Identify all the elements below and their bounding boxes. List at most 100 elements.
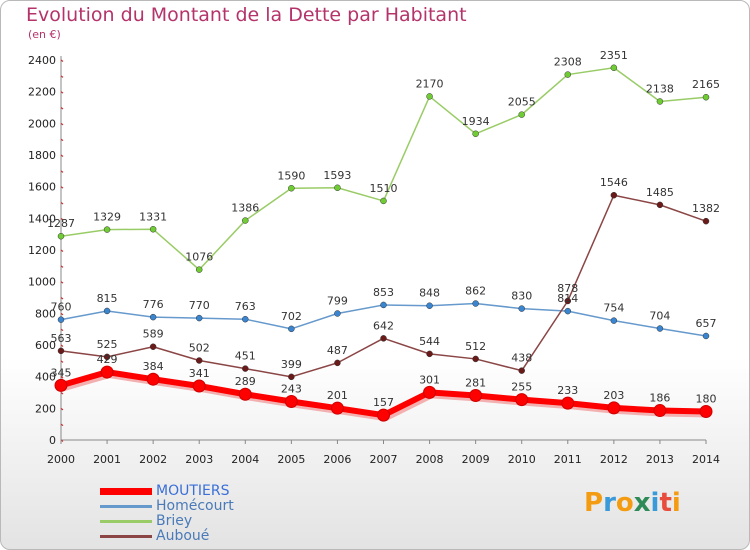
point-briey <box>149 226 157 233</box>
point-briey <box>195 266 203 273</box>
y-minor-tick <box>60 376 64 379</box>
data-label-aubou-: 642 <box>373 319 394 332</box>
x-tick-label: 2011 <box>554 453 582 466</box>
legend-swatch <box>100 535 152 538</box>
data-label-moutiers: 281 <box>465 377 486 390</box>
logo-letter: x <box>633 488 651 518</box>
point-hom-court <box>57 316 65 323</box>
data-label-briey: 1331 <box>139 210 167 223</box>
x-tick-label: 2006 <box>323 453 351 466</box>
point-moutiers <box>515 393 529 407</box>
point-moutiers <box>653 404 667 418</box>
point-moutiers <box>699 405 713 418</box>
x-tick-label: 2001 <box>93 453 121 466</box>
y-minor-tick <box>60 186 64 189</box>
point-briey <box>564 71 572 78</box>
x-tick-label: 2010 <box>508 453 536 466</box>
data-label-hom-court: 702 <box>281 310 302 323</box>
logo-letter: t <box>659 488 672 518</box>
point-hom-court <box>518 305 525 312</box>
legend-item: MOUTIERS <box>100 483 340 499</box>
data-label-aubou-: 1382 <box>692 202 720 215</box>
data-label-hom-court: 814 <box>557 292 578 305</box>
data-label-hom-court: 862 <box>465 285 486 298</box>
point-moutiers <box>469 389 483 403</box>
y-tick-label: 1200 <box>28 244 56 257</box>
y-tick-label: 2000 <box>28 117 56 130</box>
point-moutiers <box>561 396 575 410</box>
point-hom-court <box>610 317 618 324</box>
y-tick-label: 600 <box>35 339 56 352</box>
point-aubou- <box>472 355 479 363</box>
data-label-hom-court: 815 <box>97 292 118 305</box>
y-minor-tick <box>60 281 64 284</box>
point-moutiers <box>330 401 344 415</box>
data-label-aubou-: 487 <box>327 344 348 357</box>
y-minor-tick <box>60 328 64 332</box>
point-aubou- <box>195 357 203 364</box>
data-label-moutiers: 243 <box>281 383 302 396</box>
legend: MOUTIERS Homécourt Briey Auboué <box>100 483 340 544</box>
point-briey <box>380 197 387 205</box>
point-aubou- <box>149 343 157 350</box>
data-label-hom-court: 704 <box>649 310 670 323</box>
y-minor-tick <box>60 312 64 316</box>
legend-swatch <box>100 505 152 508</box>
point-aubou- <box>564 297 572 305</box>
y-minor-tick <box>60 154 64 157</box>
data-label-briey: 2170 <box>416 77 444 90</box>
axes: 0 200 400 600 800 1000 1200 1400 1600 1800 2000 220… <box>28 54 720 466</box>
point-briey <box>426 93 433 100</box>
y-tick-label: 400 <box>35 371 56 384</box>
data-label-hom-court: 770 <box>189 299 210 312</box>
point-hom-court <box>426 302 433 309</box>
point-briey <box>610 64 618 72</box>
point-moutiers <box>146 372 160 386</box>
y-minor-tick <box>60 360 64 363</box>
legend-swatch <box>100 488 152 495</box>
y-tick-label: 200 <box>35 402 56 415</box>
logo-letter: r <box>603 488 616 518</box>
y-minor-tick <box>60 91 64 94</box>
point-hom-court <box>472 300 479 307</box>
point-aubou- <box>702 217 710 225</box>
y-minor-tick <box>60 423 64 427</box>
data-label-hom-court: 657 <box>696 317 717 330</box>
legend-label: Briey <box>156 513 193 529</box>
y-tick-label: 0 <box>49 434 56 447</box>
y-tick-label: 1800 <box>28 149 56 162</box>
legend-item: Homécourt <box>100 498 340 514</box>
x-tick-label: 2008 <box>416 453 444 466</box>
y-minor-tick <box>60 75 64 78</box>
y-minor-tick <box>60 122 64 126</box>
point-aubou- <box>288 373 295 381</box>
point-moutiers <box>607 401 621 415</box>
x-tick-label: 2005 <box>277 453 305 466</box>
logo-letter: i <box>671 488 681 518</box>
point-hom-court <box>380 301 387 309</box>
point-hom-court <box>334 310 341 317</box>
point-moutiers <box>238 387 252 401</box>
point-aubou- <box>426 350 433 358</box>
y-minor-tick <box>60 344 64 347</box>
point-aubou- <box>380 335 387 342</box>
x-tick-label: 2013 <box>646 453 674 466</box>
point-briey <box>288 185 295 192</box>
x-tick-label: 2014 <box>692 453 720 466</box>
point-aubou- <box>334 359 341 367</box>
data-label-briey: 2055 <box>508 96 536 109</box>
point-moutiers <box>54 378 68 392</box>
point-briey <box>103 226 111 233</box>
data-label-briey: 2165 <box>692 78 720 91</box>
x-tick-label: 2003 <box>185 453 213 466</box>
data-label-hom-court: 763 <box>235 300 256 313</box>
y-minor-tick <box>60 138 64 142</box>
data-label-moutiers: 180 <box>696 393 717 406</box>
x-tick-label: 2012 <box>600 453 628 466</box>
data-label-hom-court: 776 <box>143 298 164 311</box>
point-moutiers <box>100 365 114 379</box>
data-label-aubou-: 512 <box>465 340 486 353</box>
y-minor-tick <box>60 59 64 62</box>
point-hom-court <box>149 313 157 321</box>
